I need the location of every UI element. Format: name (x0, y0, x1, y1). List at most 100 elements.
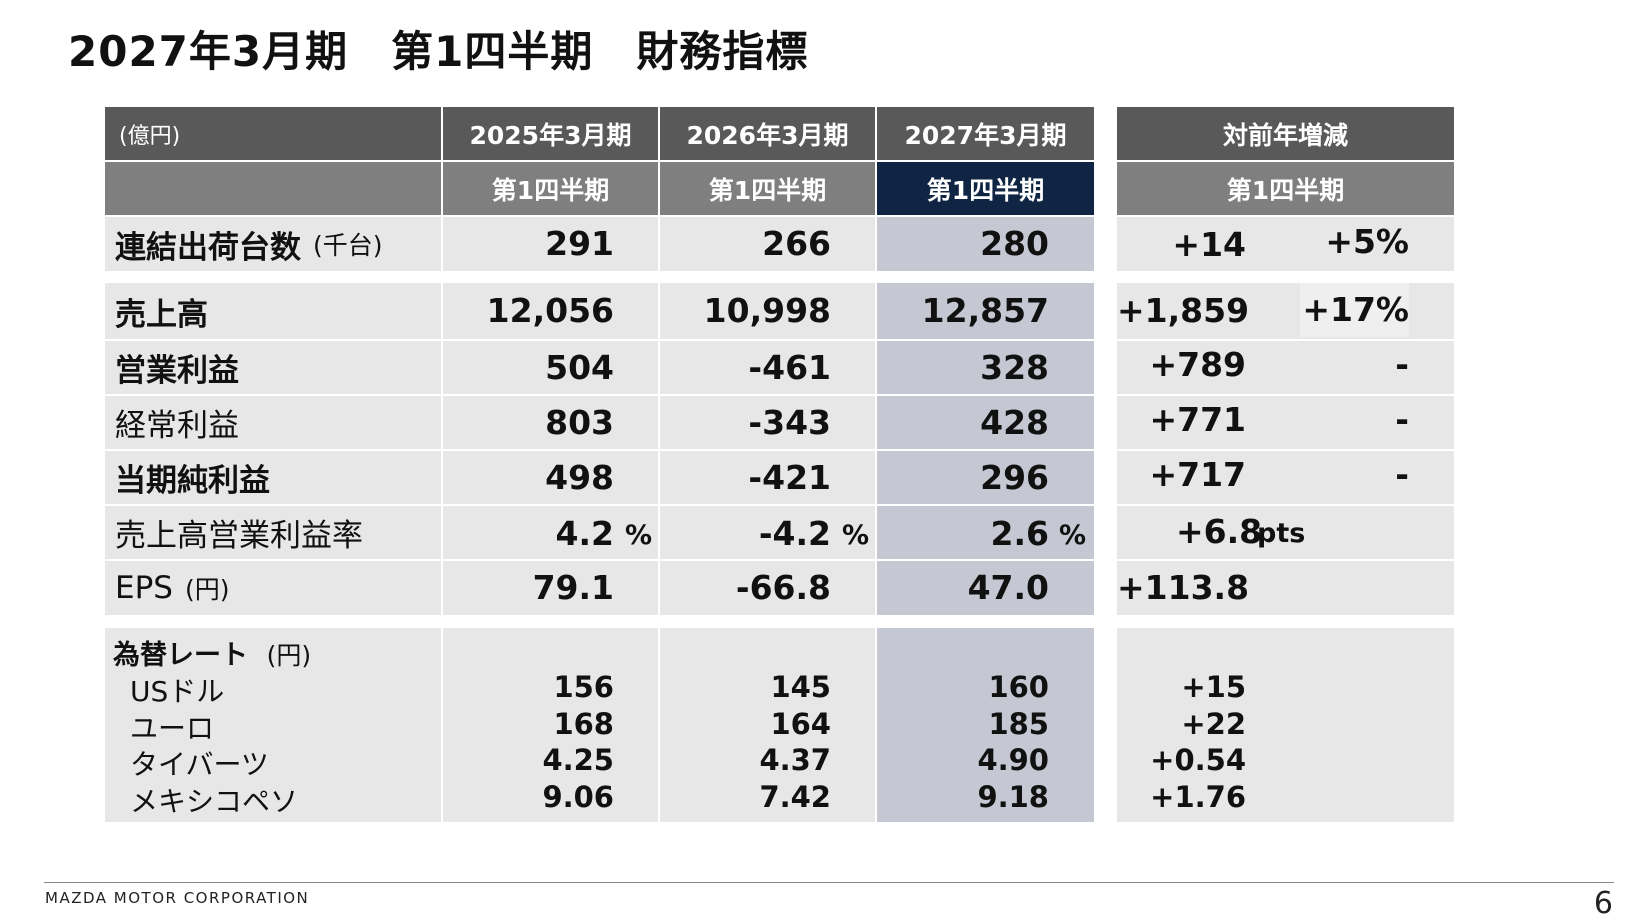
fx-eur-v1: 168 (553, 707, 614, 741)
fx-mxn-diff: +1.76 (1150, 780, 1246, 814)
fx-mxn-v2: 7.42 (759, 780, 831, 814)
fx-col-yoy (1117, 628, 1454, 822)
header-blank-cell (105, 162, 441, 215)
fx-eur-v3: 185 (988, 707, 1049, 741)
header-q1-2027: 第1四半期 (877, 162, 1094, 215)
op-pct: - (1395, 345, 1409, 384)
footer-divider (44, 882, 1614, 883)
margin-v2: -4.2 (758, 514, 831, 553)
margin-cell-2025: 4.2 % (443, 506, 658, 559)
header-unit-cell: (億円) (105, 107, 441, 160)
fx-label-thb: タイバーツ (130, 748, 269, 781)
op-v3: 328 (980, 348, 1049, 387)
eps-v2: -66.8 (735, 568, 831, 607)
op-v2: -461 (748, 348, 831, 387)
row-divider (105, 394, 1454, 396)
page-title: 2027年3月期 第1四半期 財務指標 (68, 27, 809, 76)
ord-diff: +771 (1149, 400, 1246, 439)
header-yoy: 対前年増減 (1117, 107, 1454, 160)
shipments-yoy-cell: +14 +5% (1117, 217, 1454, 271)
shipments-v3: 280 (980, 224, 1049, 263)
fx-label-col (105, 628, 441, 822)
shipments-unit: (千台) (313, 231, 383, 260)
header-year-2025: 2025年3月期 (443, 107, 658, 160)
row-label-net-income: 当期純利益 (115, 463, 270, 499)
fx-eur-diff: +22 (1181, 707, 1246, 741)
ord-v3: 428 (980, 403, 1049, 442)
eps-diff: +113.8 (1117, 568, 1250, 607)
unit-label: (億円) (119, 123, 181, 149)
op-diff: +789 (1149, 345, 1246, 384)
fx-label-mxn: メキシコペソ (130, 785, 299, 818)
shipments-label: 連結出荷台数 (115, 229, 301, 266)
margin-v3: 2.6 (990, 514, 1049, 553)
fx-thb-v3: 4.90 (977, 743, 1049, 777)
fx-mxn-v3: 9.18 (977, 780, 1049, 814)
eps-unit: (円) (184, 575, 230, 604)
shipments-label-cell: 連結出荷台数 (千台) (105, 217, 441, 271)
fx-col-2025 (443, 628, 658, 822)
fx-eur-v2: 164 (770, 707, 831, 741)
fx-usd-v2: 145 (770, 670, 831, 704)
sales-v1: 12,056 (486, 291, 614, 330)
margin-v1: 4.2 (555, 514, 614, 553)
fx-label: 為替レート (113, 640, 248, 671)
row-divider (105, 449, 1454, 451)
header-q1-yoy: 第1四半期 (1117, 162, 1454, 215)
ord-pct: - (1395, 400, 1409, 439)
net-v3: 296 (980, 458, 1049, 497)
margin-diff: +6.8 (1176, 512, 1263, 551)
fx-label-eur: ユーロ (130, 712, 215, 745)
fx-mxn-v1: 9.06 (542, 780, 614, 814)
shipments-value-2026: 266 (660, 217, 875, 271)
fx-thb-v1: 4.25 (542, 743, 614, 777)
net-v2: -421 (748, 458, 831, 497)
row-label-sales: 売上高 (115, 296, 208, 333)
margin-v3-unit: % (1058, 520, 1086, 551)
margin-cell-2027: 2.6 % (877, 506, 1094, 559)
header-year-2027: 2027年3月期 (877, 107, 1094, 160)
shipments-v2: 266 (762, 224, 831, 263)
row-divider (105, 559, 1454, 561)
shipments-value-2025: 291 (443, 217, 658, 271)
shipments-v1: 291 (545, 224, 614, 263)
eps-v1: 79.1 (532, 568, 614, 607)
shipments-diff: +14 (1172, 225, 1246, 264)
header-q1-2025: 第1四半期 (443, 162, 658, 215)
ord-v2: -343 (748, 403, 831, 442)
row-divider (105, 504, 1454, 506)
net-diff: +717 (1149, 455, 1246, 494)
fx-usd-v1: 156 (553, 670, 614, 704)
fx-thb-v2: 4.37 (759, 743, 831, 777)
net-pct: - (1395, 455, 1409, 494)
shipments-value-2027: 280 (877, 217, 1094, 271)
fx-unit: (円) (266, 641, 312, 670)
sales-v3: 12,857 (921, 291, 1049, 330)
fx-col-2027 (877, 628, 1094, 822)
fx-col-2026 (660, 628, 875, 822)
page-number: 6 (1593, 886, 1613, 921)
header-year-2026: 2026年3月期 (660, 107, 875, 160)
ord-v1: 803 (545, 403, 614, 442)
eps-v3: 47.0 (967, 568, 1049, 607)
fx-label-usd: USドル (130, 675, 225, 708)
net-v1: 498 (545, 458, 614, 497)
margin-v1-unit: % (624, 520, 652, 551)
fx-usd-diff: +15 (1181, 670, 1246, 704)
row-label-ordinary-income: 経常利益 (115, 408, 239, 444)
sales-pct: +17% (1300, 283, 1409, 337)
sales-v2: 10,998 (703, 291, 831, 330)
shipments-pct: +5% (1325, 222, 1409, 261)
fx-heading: 為替レート (円) (113, 633, 311, 672)
sales-diff: +1,859 (1117, 291, 1250, 330)
margin-v2-unit: % (841, 520, 869, 551)
row-divider (105, 339, 1454, 341)
row-label-eps: EPS (115, 570, 173, 606)
header-q1-2026: 第1四半期 (660, 162, 875, 215)
margin-diff-unit: pts (1257, 518, 1306, 549)
company-name: MAZDA MOTOR CORPORATION (45, 889, 310, 907)
op-v1: 504 (545, 348, 614, 387)
row-label-eps-cell: EPS (円) (105, 561, 441, 615)
fx-thb-diff: +0.54 (1150, 743, 1246, 777)
margin-yoy-cell: +6.8 pts (1117, 506, 1454, 559)
